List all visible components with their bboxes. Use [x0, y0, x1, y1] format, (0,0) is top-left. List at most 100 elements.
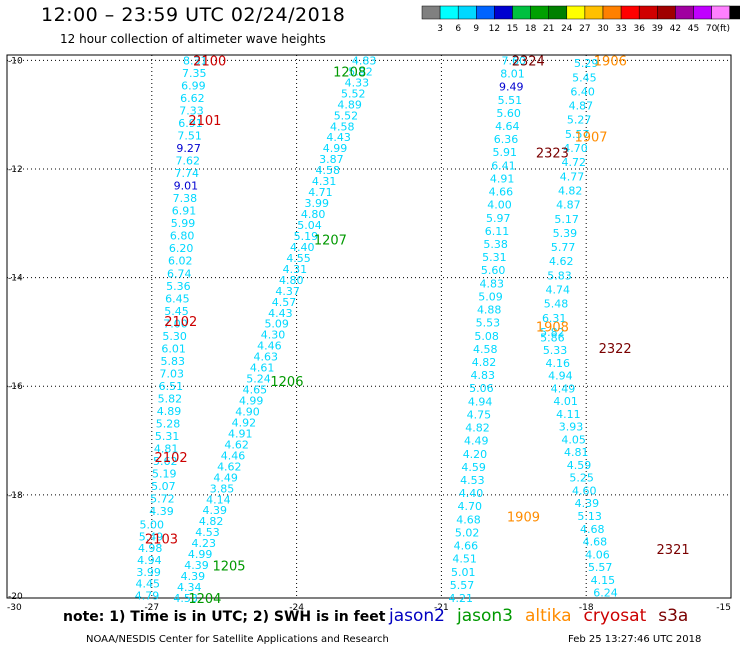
swh-value: 4.31: [312, 175, 337, 188]
swh-value: 7.38: [173, 192, 198, 205]
colorbar-swatch: [530, 5, 549, 20]
swh-value: 4.51: [452, 553, 477, 566]
legend-cryosat: cryosat: [583, 606, 647, 626]
swh-value: 4.45: [136, 578, 161, 591]
swh-value: 5.07: [151, 480, 176, 493]
swh-value: 5.19: [294, 230, 319, 243]
swh-value: 5.36: [166, 280, 191, 293]
swh-value: 4.81: [154, 443, 179, 456]
swh-value: 7.03: [160, 367, 185, 380]
swh-value: 4.82: [199, 515, 224, 528]
pass-label: 1205: [212, 559, 245, 574]
pass-label: 1207: [314, 234, 347, 249]
swh-value: 5.49: [139, 530, 164, 543]
swh-value: 4.59: [567, 459, 592, 472]
swh-value: 6.51: [159, 380, 184, 393]
swh-value: 4.59: [461, 461, 486, 474]
colorbar-label: 24: [561, 24, 573, 34]
swh-value: 4.46: [221, 449, 246, 462]
swh-value: 5.30: [162, 330, 187, 343]
lat-tick-label: -18: [8, 491, 23, 501]
swh-value: 5.29: [574, 57, 599, 70]
colorbar-label: 15: [507, 24, 518, 34]
swh-value: 4.49: [213, 471, 238, 484]
swh-value: 5.52: [334, 109, 359, 122]
lon-tick-label: -18: [579, 603, 594, 613]
swh-value: 5.17: [554, 213, 579, 226]
pass-label: 2101: [188, 114, 221, 129]
swh-value: 6.31: [542, 312, 567, 325]
swh-value: 4.72: [562, 156, 587, 169]
swh-value: 4.34: [177, 581, 202, 594]
swh-value: 4.99: [323, 142, 348, 155]
swh-value: 4.40: [290, 241, 315, 254]
swh-value: 4.62: [549, 255, 574, 268]
pass-label: 2322: [599, 342, 632, 357]
pass-label: 1908: [536, 321, 569, 336]
swh-value: 5.19: [152, 468, 177, 481]
swh-value: 4.94: [137, 554, 162, 567]
legend-jason2: jason2: [389, 606, 445, 626]
colorbar-label: 39: [652, 24, 664, 34]
swh-value: 5.09: [264, 318, 289, 331]
swh-value: 4.82: [465, 422, 490, 435]
swh-value: 4.05: [561, 433, 586, 446]
swh-value: 8.31: [183, 54, 208, 67]
swh-value: 8.01: [500, 68, 525, 81]
swh-value: 4.62: [217, 460, 242, 473]
swh-value: 4.94: [548, 370, 573, 383]
swh-value: 4.87: [556, 199, 581, 212]
colorbar-swatch: [711, 5, 730, 20]
colorbar-label: 30: [597, 24, 609, 34]
swh-value: 4.20: [463, 448, 488, 461]
swh-value: 4.53: [460, 474, 485, 487]
swh-value: 4.83: [480, 277, 505, 290]
swh-value: 7.00: [163, 317, 188, 330]
swh-value: 4.75: [467, 408, 492, 421]
swh-value: 6.24: [593, 587, 618, 600]
page-subtitle: 12 hour collection of altimeter wave hei…: [60, 32, 326, 46]
swh-value: 5.31: [155, 430, 180, 443]
swh-value: 3.93: [559, 421, 584, 434]
swh-value: 4.39: [181, 570, 206, 583]
colorbar-label: 12: [489, 24, 500, 34]
swh-value: 4.39: [149, 505, 174, 518]
swh-value: 5.38: [483, 238, 508, 251]
legend-s3a: s3a: [658, 606, 689, 626]
colorbar-label: 6: [455, 24, 461, 34]
swh-value: 5.92: [348, 65, 373, 78]
swh-value: 3.99: [305, 197, 330, 210]
swh-value: 3.87: [319, 153, 344, 166]
swh-value: 6.02: [168, 255, 193, 268]
swh-value: 9.01: [174, 180, 199, 193]
swh-value: 4.58: [330, 120, 355, 133]
pass-label: 1909: [507, 511, 540, 526]
units-note: note: 1) Time is in UTC; 2) SWH is in fe…: [63, 609, 386, 625]
colorbar-label: 27: [579, 24, 590, 34]
swh-value: 4.23: [192, 537, 217, 550]
swh-value: 4.65: [243, 384, 268, 397]
swh-value: 5.60: [496, 107, 521, 120]
swh-value: 4.06: [585, 548, 610, 561]
colorbar-swatch: [657, 5, 676, 20]
colorbar-swatch: [476, 5, 495, 20]
swh-value: 4.46: [257, 340, 282, 353]
swh-value: 4.89: [337, 98, 362, 111]
swh-value: 4.89: [157, 405, 182, 418]
swh-value: 4.61: [250, 362, 275, 375]
swh-value: 4.70: [458, 500, 483, 513]
pass-label: 1907: [574, 130, 607, 145]
swh-value: 5.01: [451, 566, 476, 579]
swh-value: 5.45: [164, 305, 189, 318]
swh-value: 4.77: [560, 170, 585, 183]
swh-value: 4.90: [235, 405, 260, 418]
swh-value: 4.80: [301, 208, 326, 221]
colorbar-label: 33: [615, 24, 626, 34]
swh-value: 4.53: [173, 592, 198, 605]
swh-value: 6.74: [167, 267, 192, 280]
swh-value: 5.83: [160, 355, 185, 368]
swh-value: 6.91: [172, 205, 197, 218]
pass-label: 2102: [155, 451, 188, 466]
colorbar-swatch: [512, 5, 531, 20]
swh-value: 4.37: [275, 285, 300, 298]
